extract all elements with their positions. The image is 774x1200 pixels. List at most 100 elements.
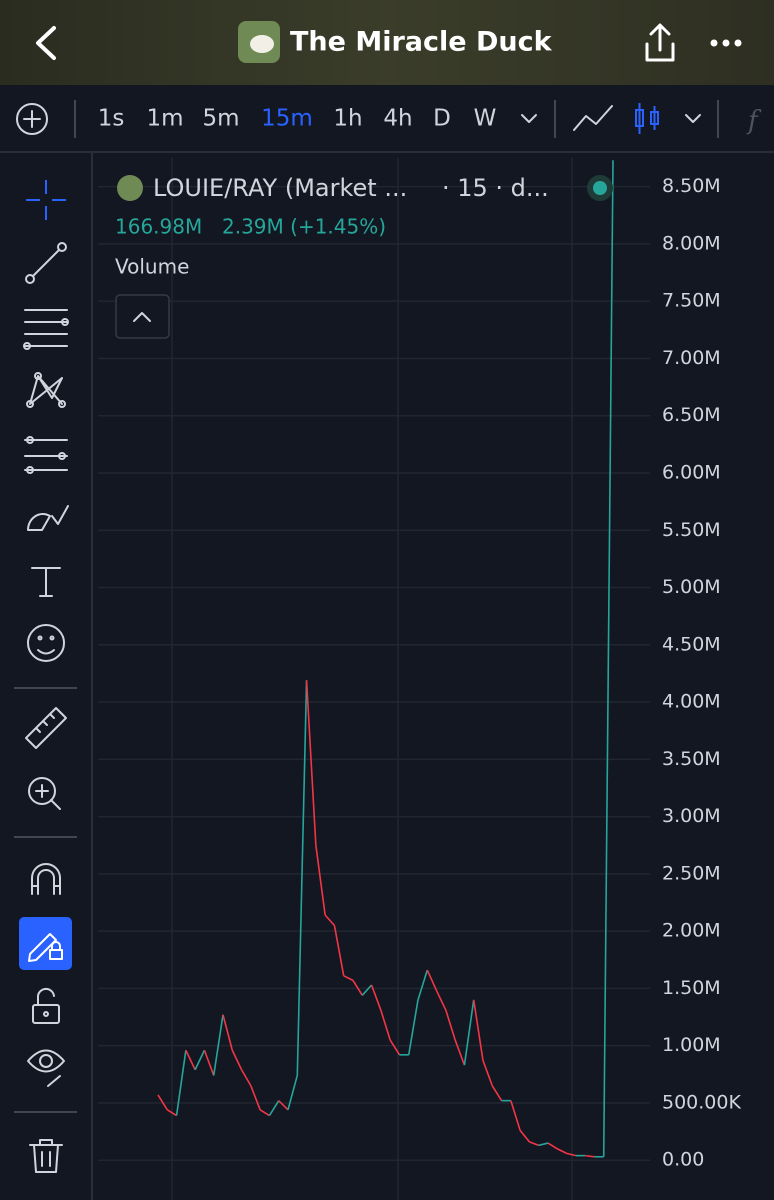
y-tick-label: 5.50M (662, 519, 721, 541)
plot (157, 160, 614, 1158)
text-tool[interactable] (31, 567, 61, 597)
collapse-button[interactable] (115, 294, 170, 339)
y-tick-label: 6.50M (662, 404, 721, 426)
price-segment (407, 999, 419, 1055)
price-segment (250, 1085, 261, 1111)
price-segment (157, 1094, 168, 1111)
y-tick-label: 7.50M (662, 290, 721, 312)
style-dropdown[interactable] (685, 114, 701, 123)
price-segment (463, 999, 475, 1066)
y-tick-label: 8.50M (662, 175, 721, 197)
more-button[interactable] (710, 39, 742, 47)
price-segment (203, 1049, 215, 1076)
price-segment (491, 1085, 503, 1102)
status-dot (593, 181, 607, 195)
price-segment (361, 984, 373, 996)
collapse-icon (133, 312, 151, 322)
price-segment (352, 979, 363, 996)
back-button[interactable] (36, 26, 56, 60)
price-segment (333, 925, 345, 976)
y-tick-label: 2.00M (662, 920, 721, 942)
zoom-tool[interactable] (28, 777, 61, 810)
price-segment (482, 1060, 494, 1087)
projection-tool[interactable] (24, 436, 68, 474)
ruler-tool[interactable] (25, 707, 67, 749)
price-segment (287, 1075, 299, 1111)
crosshair-tool[interactable] (26, 180, 66, 220)
candle-style-button[interactable] (635, 103, 659, 134)
interval-group: 1s 1m 5m 15m 1h 4h D W (98, 106, 497, 132)
price-segment (343, 975, 354, 982)
toolbar (0, 85, 774, 152)
avatar-duck (250, 35, 274, 53)
fib-tool[interactable] (23, 309, 69, 350)
price-segment (445, 1009, 456, 1041)
legend-change: 2.39M (+1.45%) (222, 215, 386, 239)
unlock-tool[interactable] (32, 987, 60, 1024)
y-tick-label: 4.50M (662, 633, 721, 655)
price-segment (538, 1142, 549, 1147)
interval-button[interactable]: 1s (98, 106, 125, 132)
price-segment (426, 969, 438, 992)
price-segment (231, 1049, 243, 1071)
interval-button[interactable]: W (474, 106, 497, 132)
y-tick-label: 3.00M (662, 805, 721, 827)
indicator-label: Volume (115, 255, 189, 279)
interval-dropdown[interactable] (521, 114, 537, 123)
lock-drawing-tool[interactable] (19, 917, 72, 970)
interval-button[interactable]: 1h (333, 106, 362, 132)
price-segment (166, 1109, 177, 1117)
price-segment (547, 1142, 558, 1150)
price-segment (296, 680, 308, 1076)
interval-button[interactable]: 5m (202, 106, 239, 132)
interval-button[interactable]: 15m (261, 106, 313, 132)
price-segment (602, 160, 614, 1157)
line-style-button[interactable] (573, 105, 613, 131)
header (0, 0, 774, 85)
y-tick-label: 0.00 (662, 1149, 704, 1171)
price-segment (212, 1014, 224, 1076)
y-tick-label: 1.50M (662, 977, 721, 999)
emoji-tool[interactable] (27, 624, 65, 662)
price-axis: 0.00 500.00K 1.00M 1.50M 2.00M 2.50M 3.00M 3.50… (662, 175, 741, 1171)
price-segment (185, 1049, 196, 1071)
price-segment (510, 1100, 521, 1131)
add-button[interactable] (16, 103, 48, 135)
interval-button[interactable]: D (433, 106, 451, 132)
price-segment (240, 1069, 252, 1087)
price-segment (194, 1049, 206, 1071)
y-tick-label: 7.00M (662, 347, 721, 369)
brush-tool[interactable] (27, 505, 69, 531)
price-segment (472, 999, 484, 1061)
interval-button[interactable]: 4h (383, 106, 412, 132)
pattern-tool[interactable] (26, 372, 66, 408)
price-segment (585, 1154, 595, 1158)
header-title: The Miracle Duck (290, 27, 553, 58)
price-segment (278, 1100, 289, 1111)
grid (98, 185, 650, 1161)
price-segment (370, 984, 382, 1011)
y-tick-label: 6.00M (662, 461, 721, 483)
lock-drawing-icon (28, 933, 63, 962)
magnet-tool[interactable] (31, 863, 61, 895)
delete-tool[interactable] (29, 1139, 63, 1173)
visibility-tool[interactable] (27, 1049, 65, 1087)
price-segment (454, 1039, 466, 1066)
price-segment (529, 1141, 539, 1147)
share-button[interactable] (645, 23, 675, 62)
y-tick-label: 8.00M (662, 232, 721, 254)
legend-price: 166.98M (115, 215, 202, 239)
price-segment (175, 1050, 187, 1116)
price-segment (222, 1014, 234, 1051)
legend-symbol[interactable]: LOUIE/RAY (Market ... (153, 174, 407, 202)
vertical-grid (171, 158, 573, 1200)
trendline-tool[interactable] (25, 242, 67, 284)
price-segment (259, 1109, 270, 1117)
price-segment (315, 845, 326, 916)
interval-button[interactable]: 1m (146, 106, 183, 132)
y-tick-label: 2.50M (662, 862, 721, 884)
price-segment (389, 1039, 401, 1056)
y-tick-label: 5.00M (662, 576, 721, 598)
chart-pane (98, 158, 650, 1200)
